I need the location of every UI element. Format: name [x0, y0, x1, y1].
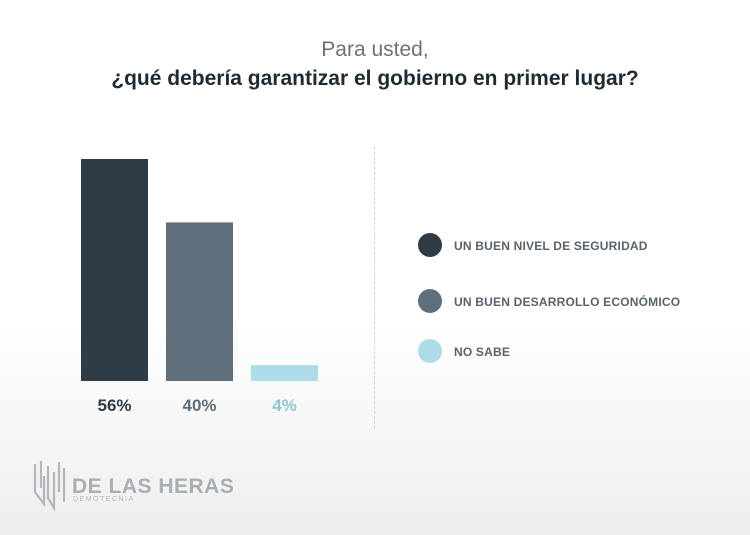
- legend-swatch-desarrollo: [418, 289, 442, 313]
- bar-3: [251, 365, 318, 381]
- chart-title-line-1: Para usted,: [321, 38, 429, 61]
- bar-2: [166, 222, 233, 381]
- logo-name: DE LAS HERAS: [72, 475, 235, 498]
- logo-subtitle: DEMOTECNIA: [73, 496, 135, 503]
- bar-value-label-1: 56%: [97, 396, 131, 415]
- legend-label-no-sabe: NO SABE: [454, 345, 511, 359]
- legend-swatch-seguridad: [418, 233, 442, 257]
- legend-label-seguridad: UN BUEN NIVEL DE SEGURIDAD: [454, 239, 648, 253]
- bar-1: [81, 159, 148, 381]
- legend-swatch-no-sabe: [418, 339, 442, 363]
- bar-chart: 56% 40% 4%: [81, 159, 318, 415]
- bar-value-label-3: 4%: [272, 396, 297, 415]
- chart-divider: [374, 147, 375, 429]
- brand-logo: DE LAS HERAS DEMOTECNIA: [32, 458, 234, 512]
- bar-value-label-2: 40%: [182, 396, 216, 415]
- chart-title-line-2: ¿qué debería garantizar el gobierno en p…: [111, 67, 639, 90]
- logo-mark-icon: [33, 461, 66, 512]
- legend-label-desarrollo: UN BUEN DESARROLLO ECONÓMICO: [454, 295, 681, 309]
